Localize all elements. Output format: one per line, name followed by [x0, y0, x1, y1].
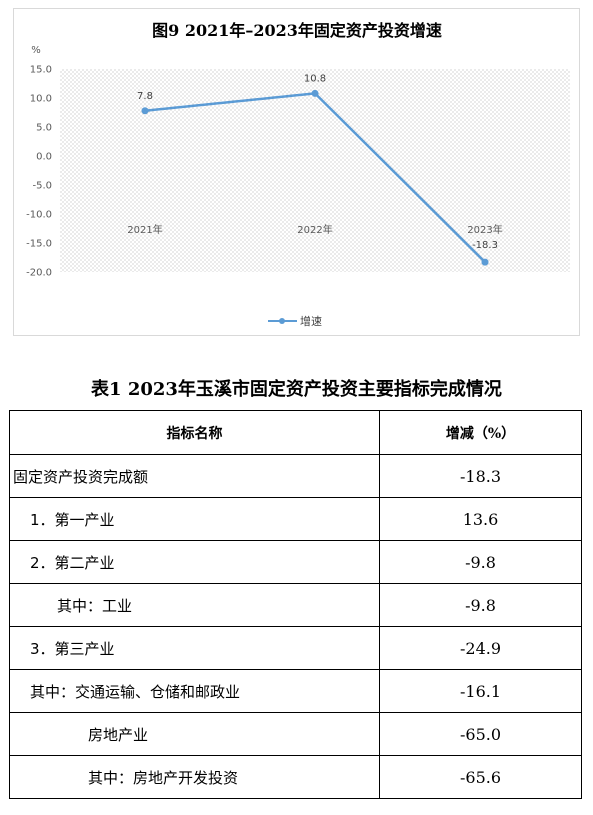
change-percent-cell: -65.6 — [379, 755, 582, 799]
x-category-label: 2021年 — [127, 223, 162, 236]
header-change-percent: 增减（%） — [379, 410, 582, 455]
y-tick-label: 10.0 — [30, 94, 52, 105]
legend-label: 增速 — [300, 314, 322, 328]
legend-marker — [279, 318, 285, 324]
change-percent-cell: -24.9 — [379, 626, 582, 670]
table-row: 固定资产投资完成额 -18.3 — [9, 454, 582, 498]
indicator-name-cell: 房地产业 — [9, 712, 380, 756]
chart-container: 图9 2021年–2023年固定资产投资增速 % 15.0 10.0 5.0 0.0 -… — [13, 8, 580, 336]
table-row: 1．第一产业 13.6 — [9, 497, 582, 541]
table-row: 房地产业 -65.0 — [9, 712, 582, 756]
table-row: 其中：工业 -9.8 — [9, 583, 582, 627]
table-row: 3．第三产业 -24.9 — [9, 626, 582, 670]
change-percent-cell: -9.8 — [379, 583, 582, 627]
table-body: 固定资产投资完成额 -18.3 1．第一产业 13.6 2．第二产业 -9.8 其中：工业 -… — [9, 454, 582, 799]
table-row: 2．第二产业 -9.8 — [9, 540, 582, 584]
data-point — [481, 258, 489, 266]
change-percent-cell: -16.1 — [379, 669, 582, 713]
indicator-name-cell: 3．第三产业 — [9, 626, 380, 670]
line-chart: 图9 2021年–2023年固定资产投资增速 % 15.0 10.0 5.0 0.0 -… — [26, 21, 570, 328]
y-tick-label: -20.0 — [26, 268, 52, 279]
x-category-label: 2022年 — [297, 223, 332, 236]
indicator-name-cell: 其中：交通运输、仓储和邮政业 — [9, 669, 380, 713]
y-tick-label: 0.0 — [36, 152, 52, 163]
data-label: 10.8 — [304, 73, 326, 84]
table-row: 其中：交通运输、仓储和邮政业 -16.1 — [9, 669, 582, 713]
change-percent-cell: -65.0 — [379, 712, 582, 756]
y-tick-label: -5.0 — [32, 181, 52, 192]
plot-area — [60, 69, 570, 272]
indicator-name-cell: 其中：房地产开发投资 — [9, 755, 380, 799]
data-label: 7.8 — [137, 91, 153, 102]
y-axis-ticks: 15.0 10.0 5.0 0.0 -5.0 -10.0 -15.0 -20.0 — [26, 65, 52, 279]
y-tick-label: 15.0 — [30, 65, 52, 76]
change-percent-cell: -9.8 — [379, 540, 582, 584]
indicator-name-cell: 1．第一产业 — [9, 497, 380, 541]
legend: 增速 — [268, 314, 322, 328]
y-tick-label: -10.0 — [26, 210, 52, 221]
change-percent-cell: -18.3 — [379, 454, 582, 498]
series-line-group — [141, 89, 489, 266]
y-axis-unit: % — [31, 45, 41, 56]
y-tick-label: 5.0 — [36, 123, 52, 134]
table-row: 其中：房地产开发投资 -65.6 — [9, 755, 582, 799]
data-labels: 7.8 10.8 -18.3 — [137, 73, 498, 251]
indicator-name-cell: 其中：工业 — [9, 583, 380, 627]
header-indicator-name: 指标名称 — [9, 410, 380, 455]
table-header-row: 指标名称 增减（%） — [9, 410, 582, 455]
y-tick-label: -15.0 — [26, 239, 52, 250]
indicator-table: 指标名称 增减（%） 固定资产投资完成额 -18.3 1．第一产业 13.6 2．第二产… — [9, 410, 582, 799]
chart-title: 图9 2021年–2023年固定资产投资增速 — [152, 21, 442, 40]
change-percent-cell: 13.6 — [379, 497, 582, 541]
table-title: 表1 2023年玉溪市固定资产投资主要指标完成情况 — [91, 379, 502, 400]
indicator-name-cell: 固定资产投资完成额 — [9, 454, 380, 498]
data-point — [311, 89, 319, 97]
x-category-label: 2023年 — [467, 223, 502, 236]
data-label: -18.3 — [472, 240, 498, 251]
x-axis-categories: 2021年 2022年 2023年 — [127, 223, 502, 236]
indicator-name-cell: 2．第二产业 — [9, 540, 380, 584]
data-point — [141, 107, 149, 115]
